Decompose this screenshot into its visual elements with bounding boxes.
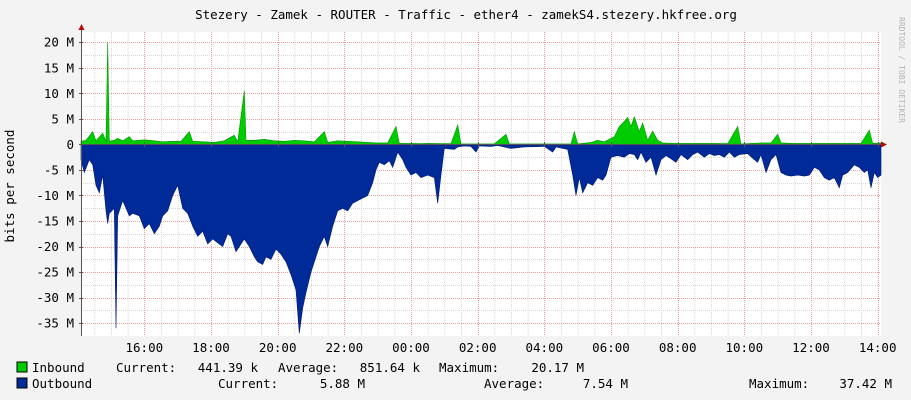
legend-inbound-maximum: 20.17 M <box>531 360 584 375</box>
watermark: RRDTOOL / TOBI OETIKER <box>897 17 906 123</box>
legend-inbound-current: 441.39 k <box>198 360 259 375</box>
legend-swatch-inbound <box>16 361 28 373</box>
x-tick-label: 14:00 <box>859 340 897 355</box>
y-tick-label: 5 M <box>51 111 74 126</box>
y-tick-label: -10 M <box>36 188 74 203</box>
legend-outbound-current-label: Current: <box>218 376 278 391</box>
legend-outbound-current: 5.88 M <box>320 376 365 391</box>
y-tick-label: 15 M <box>44 60 74 75</box>
y-tick-label: -5 M <box>44 162 74 177</box>
legend-inbound-name: Inbound <box>32 360 85 375</box>
legend-outbound-maximum: 37.42 M <box>839 376 892 391</box>
series-area-outbound <box>80 144 882 334</box>
legend-row-outbound: Outbound Current: 5.88 M Average: 7.54 M… <box>16 376 892 391</box>
legend-row-inbound: Inbound Current: 441.39 k Average: 851.6… <box>16 360 584 375</box>
y-tick-label: -25 M <box>36 265 74 280</box>
y-tick-label: 10 M <box>44 86 74 101</box>
x-tick-label: 08:00 <box>659 340 697 355</box>
y-tick-label: 0 <box>66 137 74 152</box>
chart-title: Stezery - Zamek - ROUTER - Traffic - eth… <box>195 7 737 22</box>
x-tick-label: 04:00 <box>526 340 564 355</box>
series-areas <box>80 42 882 334</box>
legend: Inbound Current: 441.39 k Average: 851.6… <box>16 360 892 391</box>
axes <box>78 24 887 336</box>
y-tick-label: 20 M <box>44 35 74 50</box>
legend-outbound-name: Outbound <box>32 376 92 391</box>
x-tick-label: 10:00 <box>726 340 764 355</box>
y-tick-label: -35 M <box>36 316 74 331</box>
x-tick-label: 16:00 <box>126 340 164 355</box>
x-tick-label: 02:00 <box>459 340 497 355</box>
x-tick-label: 06:00 <box>592 340 630 355</box>
legend-inbound-maximum-label: Maximum: <box>439 360 499 375</box>
legend-outbound-average: 7.54 M <box>583 376 628 391</box>
legend-inbound-average: 851.64 k <box>360 360 421 375</box>
y-tick-label: -15 M <box>36 214 74 229</box>
x-axis-arrow <box>881 141 887 148</box>
legend-outbound-maximum-label: Maximum: <box>749 376 809 391</box>
legend-inbound-average-label: Average: <box>278 360 338 375</box>
x-tick-label: 18:00 <box>192 340 230 355</box>
x-tick-label: 00:00 <box>392 340 430 355</box>
x-tick-label: 20:00 <box>259 340 297 355</box>
y-tick-label: -30 M <box>36 290 74 305</box>
legend-outbound-average-label: Average: <box>484 376 544 391</box>
legend-inbound-current-label: Current: <box>116 360 176 375</box>
x-tick-label: 12:00 <box>792 340 830 355</box>
x-tick-label: 22:00 <box>326 340 364 355</box>
y-tick-labels: 20 M 15 M 10 M 5 M 0 -5 M -10 M -15 M -20 M -25 M… <box>36 35 74 331</box>
series-area-inbound <box>80 42 882 145</box>
y-axis-label: bits per second <box>2 130 17 243</box>
y-axis-arrow <box>78 24 85 30</box>
x-tick-labels: 16:00 18:00 20:00 22:00 00:00 02:00 04:00 06:00… <box>126 340 897 355</box>
legend-swatch-outbound <box>16 377 28 389</box>
y-tick-label: -20 M <box>36 239 74 254</box>
